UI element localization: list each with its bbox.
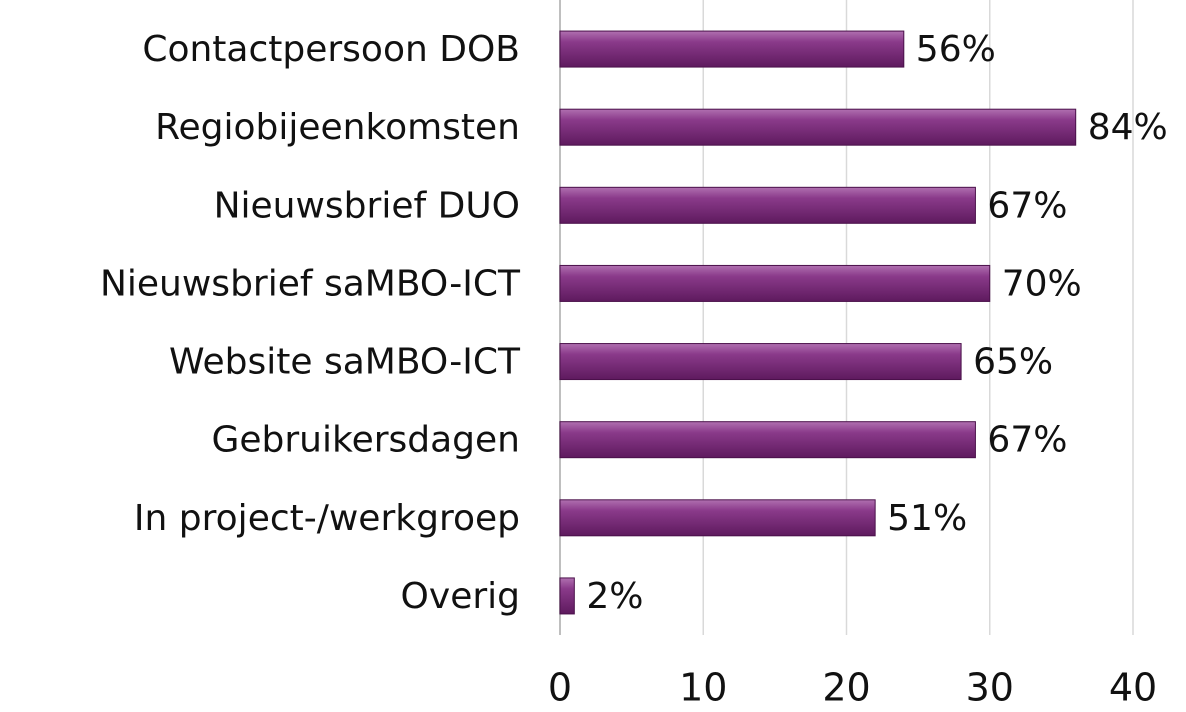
bar	[559, 108, 1077, 146]
x-tick-label: 10	[679, 666, 727, 710]
y-tick-label: Overig	[401, 576, 520, 617]
value-label: 56%	[916, 29, 996, 70]
bar	[559, 499, 876, 537]
y-tick-label: Website saMBO-ICT	[169, 342, 521, 383]
value-label: 84%	[1088, 107, 1168, 148]
x-tick-label: 0	[548, 666, 572, 710]
value-label: 51%	[887, 498, 967, 539]
value-label: 67%	[987, 185, 1067, 226]
value-label: 67%	[987, 420, 1067, 461]
y-tick-label: Contactpersoon DOB	[142, 29, 520, 70]
x-tick-label: 30	[966, 666, 1014, 710]
bar	[559, 30, 905, 68]
value-label: 65%	[973, 342, 1053, 383]
x-tick-label: 40	[1109, 666, 1157, 710]
bar	[559, 343, 962, 381]
value-label: 70%	[1002, 263, 1082, 304]
y-tick-label: Regiobijeenkomsten	[155, 107, 520, 148]
value-label: 2%	[586, 576, 643, 617]
bar	[559, 186, 976, 224]
bar	[559, 577, 575, 615]
y-tick-label: Nieuwsbrief DUO	[214, 185, 520, 226]
y-tick-label: Nieuwsbrief saMBO-ICT	[100, 263, 521, 304]
x-tick-label: 20	[822, 666, 870, 710]
y-tick-label: Gebruikersdagen	[211, 420, 520, 461]
bar	[559, 264, 991, 302]
y-tick-label: In project-/werkgroep	[134, 498, 520, 539]
bar	[559, 421, 976, 459]
